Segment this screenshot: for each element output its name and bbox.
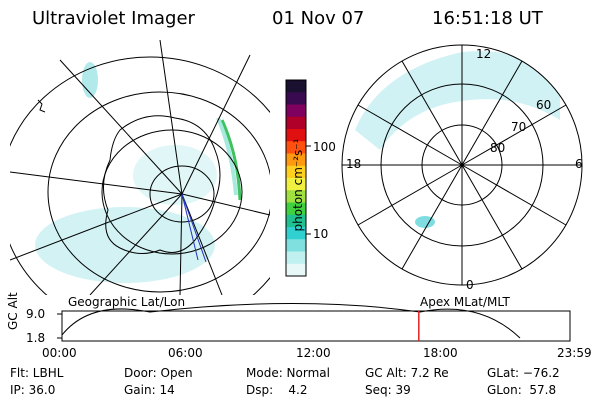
altitude-strip [57,303,571,342]
colorbar-cell [286,153,306,167]
polar-grid [341,44,583,286]
altitude-ylabel: GC Alt [6,292,20,330]
mlat-label-60: 60 [536,98,552,112]
date-label: 01 Nov 07 [272,8,365,29]
status-dsp: Dsp: 4.2 [246,383,308,397]
altitude-frame [61,310,571,342]
colorbar-label-10: 10 [313,227,329,241]
aurora-arc-cyan [216,117,238,196]
colorbar-cell [286,104,306,118]
colorbar-cell [286,80,306,93]
instrument-title: Ultraviolet Imager [32,8,195,29]
time-tick-1800: 18:00 [423,346,458,360]
colorbar-frame [285,79,307,277]
mlat-label-70: 70 [511,120,527,134]
status-gc-alt: GC Alt: 7.2 Re [365,366,449,380]
geographic-map [10,40,270,295]
footprint-line [181,193,199,261]
colorbar-cell [286,141,306,154]
colorbar-cell [286,251,306,265]
colorbar [285,79,311,277]
status-gain: Gain: 14 [124,383,175,397]
time-tick-0000: 00:00 [42,346,77,360]
aurora-emission-polar [355,51,560,150]
status-seq: Seq: 39 [365,383,411,397]
mlt-label-18: 18 [346,157,362,171]
time-label: 16:51:18 UT [432,8,543,29]
status-mode: Mode: Normal [246,366,330,380]
altitude-y-tick-label-9: 9.0 [26,307,46,321]
colorbar-cell [286,190,306,203]
continent-outline [103,115,221,254]
colorbar-cell [286,92,306,105]
coastline-fragment [37,99,46,113]
colorbar-cell [286,263,306,277]
altitude-curve [61,303,521,339]
altitude-y-tick-label-1-8: 1.8 [26,331,46,345]
status-glat: GLat: −76.2 [487,366,560,380]
footprint-line-2 [181,193,207,263]
status-glon: GLon: 57.8 [487,383,557,397]
aurora-arc-green [220,119,242,201]
colorbar-unit-label: photon cm⁻²s⁻¹ [291,138,305,232]
colorbar-cell [286,239,306,252]
mlat-label-80: 80 [490,141,506,155]
polar-map [341,44,583,286]
colorbar-cell [286,129,306,142]
mlt-label-12: 12 [476,47,492,61]
colorbar-cell [286,227,306,240]
colorbar-cell [286,116,306,130]
time-tick-2359: 23:59 [557,346,592,360]
time-tick-1200: 12:00 [296,346,331,360]
mlt-label-6: 6 [575,157,583,171]
geo-caption: Geographic Lat/Lon [68,295,186,309]
mlt-label-0: 0 [466,278,474,292]
colorbar-cell [286,178,306,191]
latitude-grid [10,56,270,295]
time-tick-0600: 06:00 [168,346,203,360]
aurora-spot-polar [415,216,435,228]
colorbar-cell [286,214,306,228]
colorbar-cell [286,202,306,216]
polar-caption: Apex MLat/MLT [420,295,510,309]
colorbar-cell [286,165,306,179]
status-filter: Flt: LBHL [10,366,64,380]
status-door: Door: Open [124,366,193,380]
status-ip: IP: 36.0 [10,383,56,397]
aurora-emission-geo [35,207,215,283]
colorbar-label-100: 100 [313,140,336,154]
